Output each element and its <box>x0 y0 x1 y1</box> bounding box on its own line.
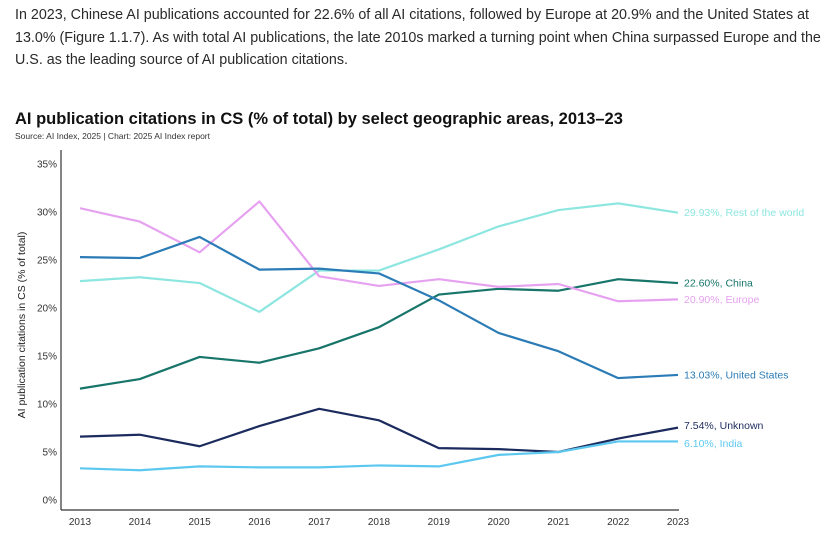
y-tick-label: 5% <box>43 448 58 459</box>
series-line-india <box>79 440 678 472</box>
y-tick-label: 30% <box>37 208 57 219</box>
y-tick-label: 10% <box>37 400 57 411</box>
series-label-united-states: 13.03%, United States <box>684 369 788 381</box>
series-line-china <box>79 278 679 390</box>
y-tick-label: 25% <box>37 256 57 267</box>
y-tick-label: 0% <box>43 496 58 507</box>
x-tick-label: 2015 <box>188 517 211 528</box>
chart-source: Source: AI Index, 2025 | Chart: 2025 AI … <box>15 131 210 141</box>
series-label-unknown: 7.54%, Unknown <box>684 420 764 432</box>
x-tick-label: 2019 <box>428 517 451 528</box>
series-line-rest-of-the-world <box>79 202 679 313</box>
series-line-unknown <box>79 407 679 454</box>
x-tick-label: 2020 <box>487 517 510 528</box>
intro-paragraph: In 2023, Chinese AI publications account… <box>15 7 821 68</box>
x-tick-label: 2017 <box>308 517 331 528</box>
x-tick-label: 2016 <box>248 517 271 528</box>
y-axis-label: AI publication citations in CS (% of tot… <box>16 232 28 419</box>
y-tick-label: 15% <box>37 352 57 363</box>
y-tick-label: 35% <box>37 160 57 171</box>
series-label-china: 22.60%, China <box>684 278 753 290</box>
series-line-united-states <box>79 235 679 380</box>
x-tick-label: 2021 <box>547 517 570 528</box>
chart-title: AI publication citations in CS (% of tot… <box>15 110 623 128</box>
x-tick-label: 2013 <box>69 517 92 528</box>
x-tick-label: 2023 <box>667 517 690 528</box>
series-label-rest-of-the-world: 29.93%, Rest of the world <box>684 207 804 219</box>
x-tick-label: 2018 <box>368 517 391 528</box>
series-line-europe <box>79 200 679 303</box>
x-tick-label: 2014 <box>129 517 152 528</box>
series-label-europe: 20.90%, Europe <box>684 294 759 306</box>
series-label-india: 6.10%, India <box>684 438 743 450</box>
x-tick-label: 2022 <box>607 517 630 528</box>
y-tick-label: 20% <box>37 304 57 315</box>
